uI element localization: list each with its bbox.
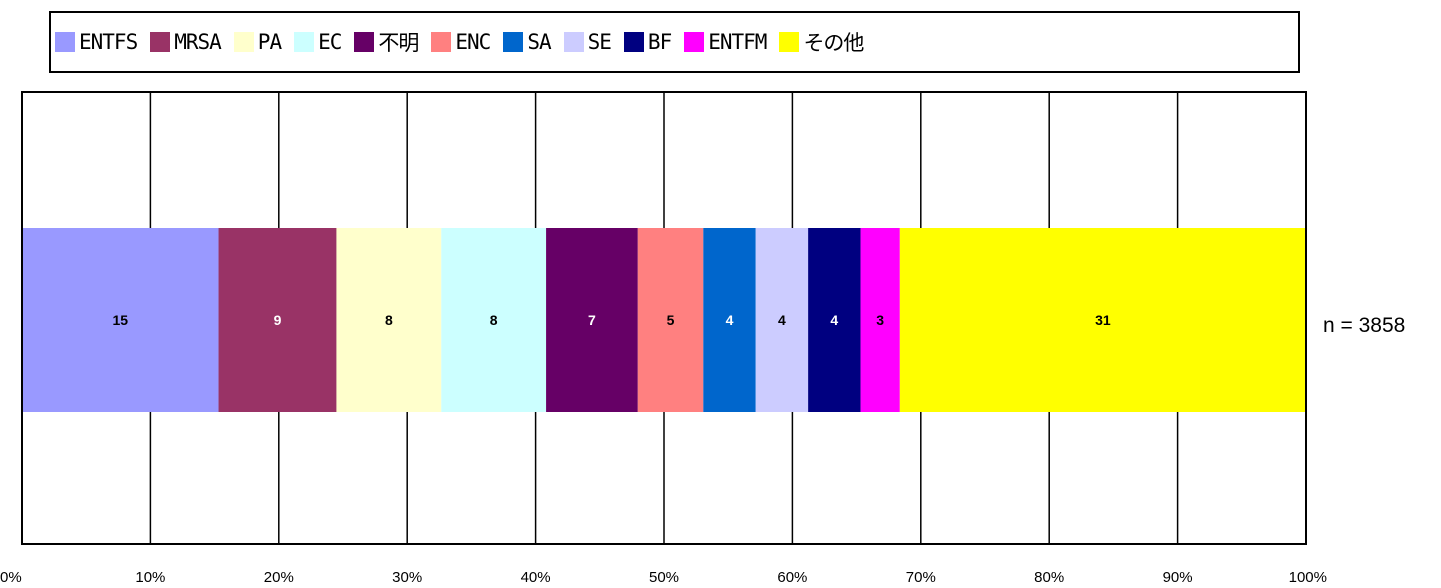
sample-size-annotation: n = 3858 [1323, 314, 1405, 337]
x-tick-label: 70% [906, 569, 936, 586]
plot-border [21, 91, 1307, 545]
legend-label: ENTFS [79, 30, 138, 54]
legend-swatch [623, 32, 644, 52]
legend-item: ENTFS [55, 30, 138, 54]
legend-label: 不明 [378, 31, 419, 55]
data-label: 15 [112, 312, 128, 328]
legend-item: MRSA [150, 30, 222, 54]
legend-label: その他 [803, 31, 864, 55]
bar-segment [218, 228, 337, 412]
bar-segment [808, 228, 861, 412]
bar-segment [441, 228, 547, 412]
data-label: 31 [1095, 312, 1111, 328]
data-label: 5 [667, 312, 675, 328]
legend-swatch [563, 32, 584, 52]
data-label: 8 [385, 312, 393, 328]
legend-item: 不明 [354, 27, 419, 57]
legend: ENTFS MRSA PA EC 不明 ENC SA SE BF ENTFM その他 [49, 11, 1300, 73]
legend-swatch [354, 32, 375, 52]
legend-label: SE [587, 30, 612, 54]
bar-segment [546, 228, 638, 412]
legend-swatch [294, 32, 315, 52]
data-label: 4 [778, 312, 786, 328]
legend-label: BF [647, 30, 672, 54]
bar-segment [22, 228, 219, 412]
legend-item: ENTFM [684, 30, 767, 54]
legend-swatch [431, 32, 452, 52]
legend-item: BF [623, 30, 672, 54]
legend-item: ENC [431, 30, 491, 54]
bar-segment [755, 228, 809, 412]
x-tick-label: 90% [1163, 569, 1193, 586]
bar-segment [899, 228, 1306, 412]
data-label: 4 [830, 312, 838, 328]
legend-label: ENTFM [708, 30, 767, 54]
bar-segment [703, 228, 756, 412]
x-tick-label: 0% [0, 569, 22, 586]
bar-segment [637, 228, 704, 412]
legend-item: PA [233, 30, 282, 54]
legend-label: MRSA [174, 30, 222, 54]
legend-item: SA [503, 30, 552, 54]
legend-label: ENC [455, 30, 491, 54]
x-tick-label: 50% [649, 569, 679, 586]
x-tick-label: 30% [392, 569, 422, 586]
legend-item: SE [563, 30, 612, 54]
x-tick-label: 20% [264, 569, 294, 586]
data-label: 7 [588, 312, 596, 328]
data-label: 3 [876, 312, 884, 328]
data-label: 9 [274, 312, 282, 328]
legend-item: その他 [779, 27, 864, 57]
legend-label: PA [257, 30, 282, 54]
legend-swatch [779, 32, 800, 52]
data-label: 8 [490, 312, 498, 328]
bar-segment [860, 228, 900, 412]
bar-segment [336, 228, 442, 412]
x-tick-label: 80% [1034, 569, 1064, 586]
legend-label: SA [527, 30, 551, 54]
legend-label: EC [318, 30, 342, 54]
legend-swatch [503, 32, 524, 52]
x-tick-label: 10% [135, 569, 165, 586]
legend-item: EC [294, 30, 342, 54]
legend-swatch [55, 32, 75, 52]
legend-swatch [233, 32, 254, 52]
legend-swatch [684, 32, 705, 52]
legend-swatch [150, 32, 171, 52]
x-tick-label: 100% [1289, 569, 1327, 586]
x-tick-label: 60% [777, 569, 807, 586]
x-tick-label: 40% [521, 569, 551, 586]
data-label: 4 [726, 312, 734, 328]
